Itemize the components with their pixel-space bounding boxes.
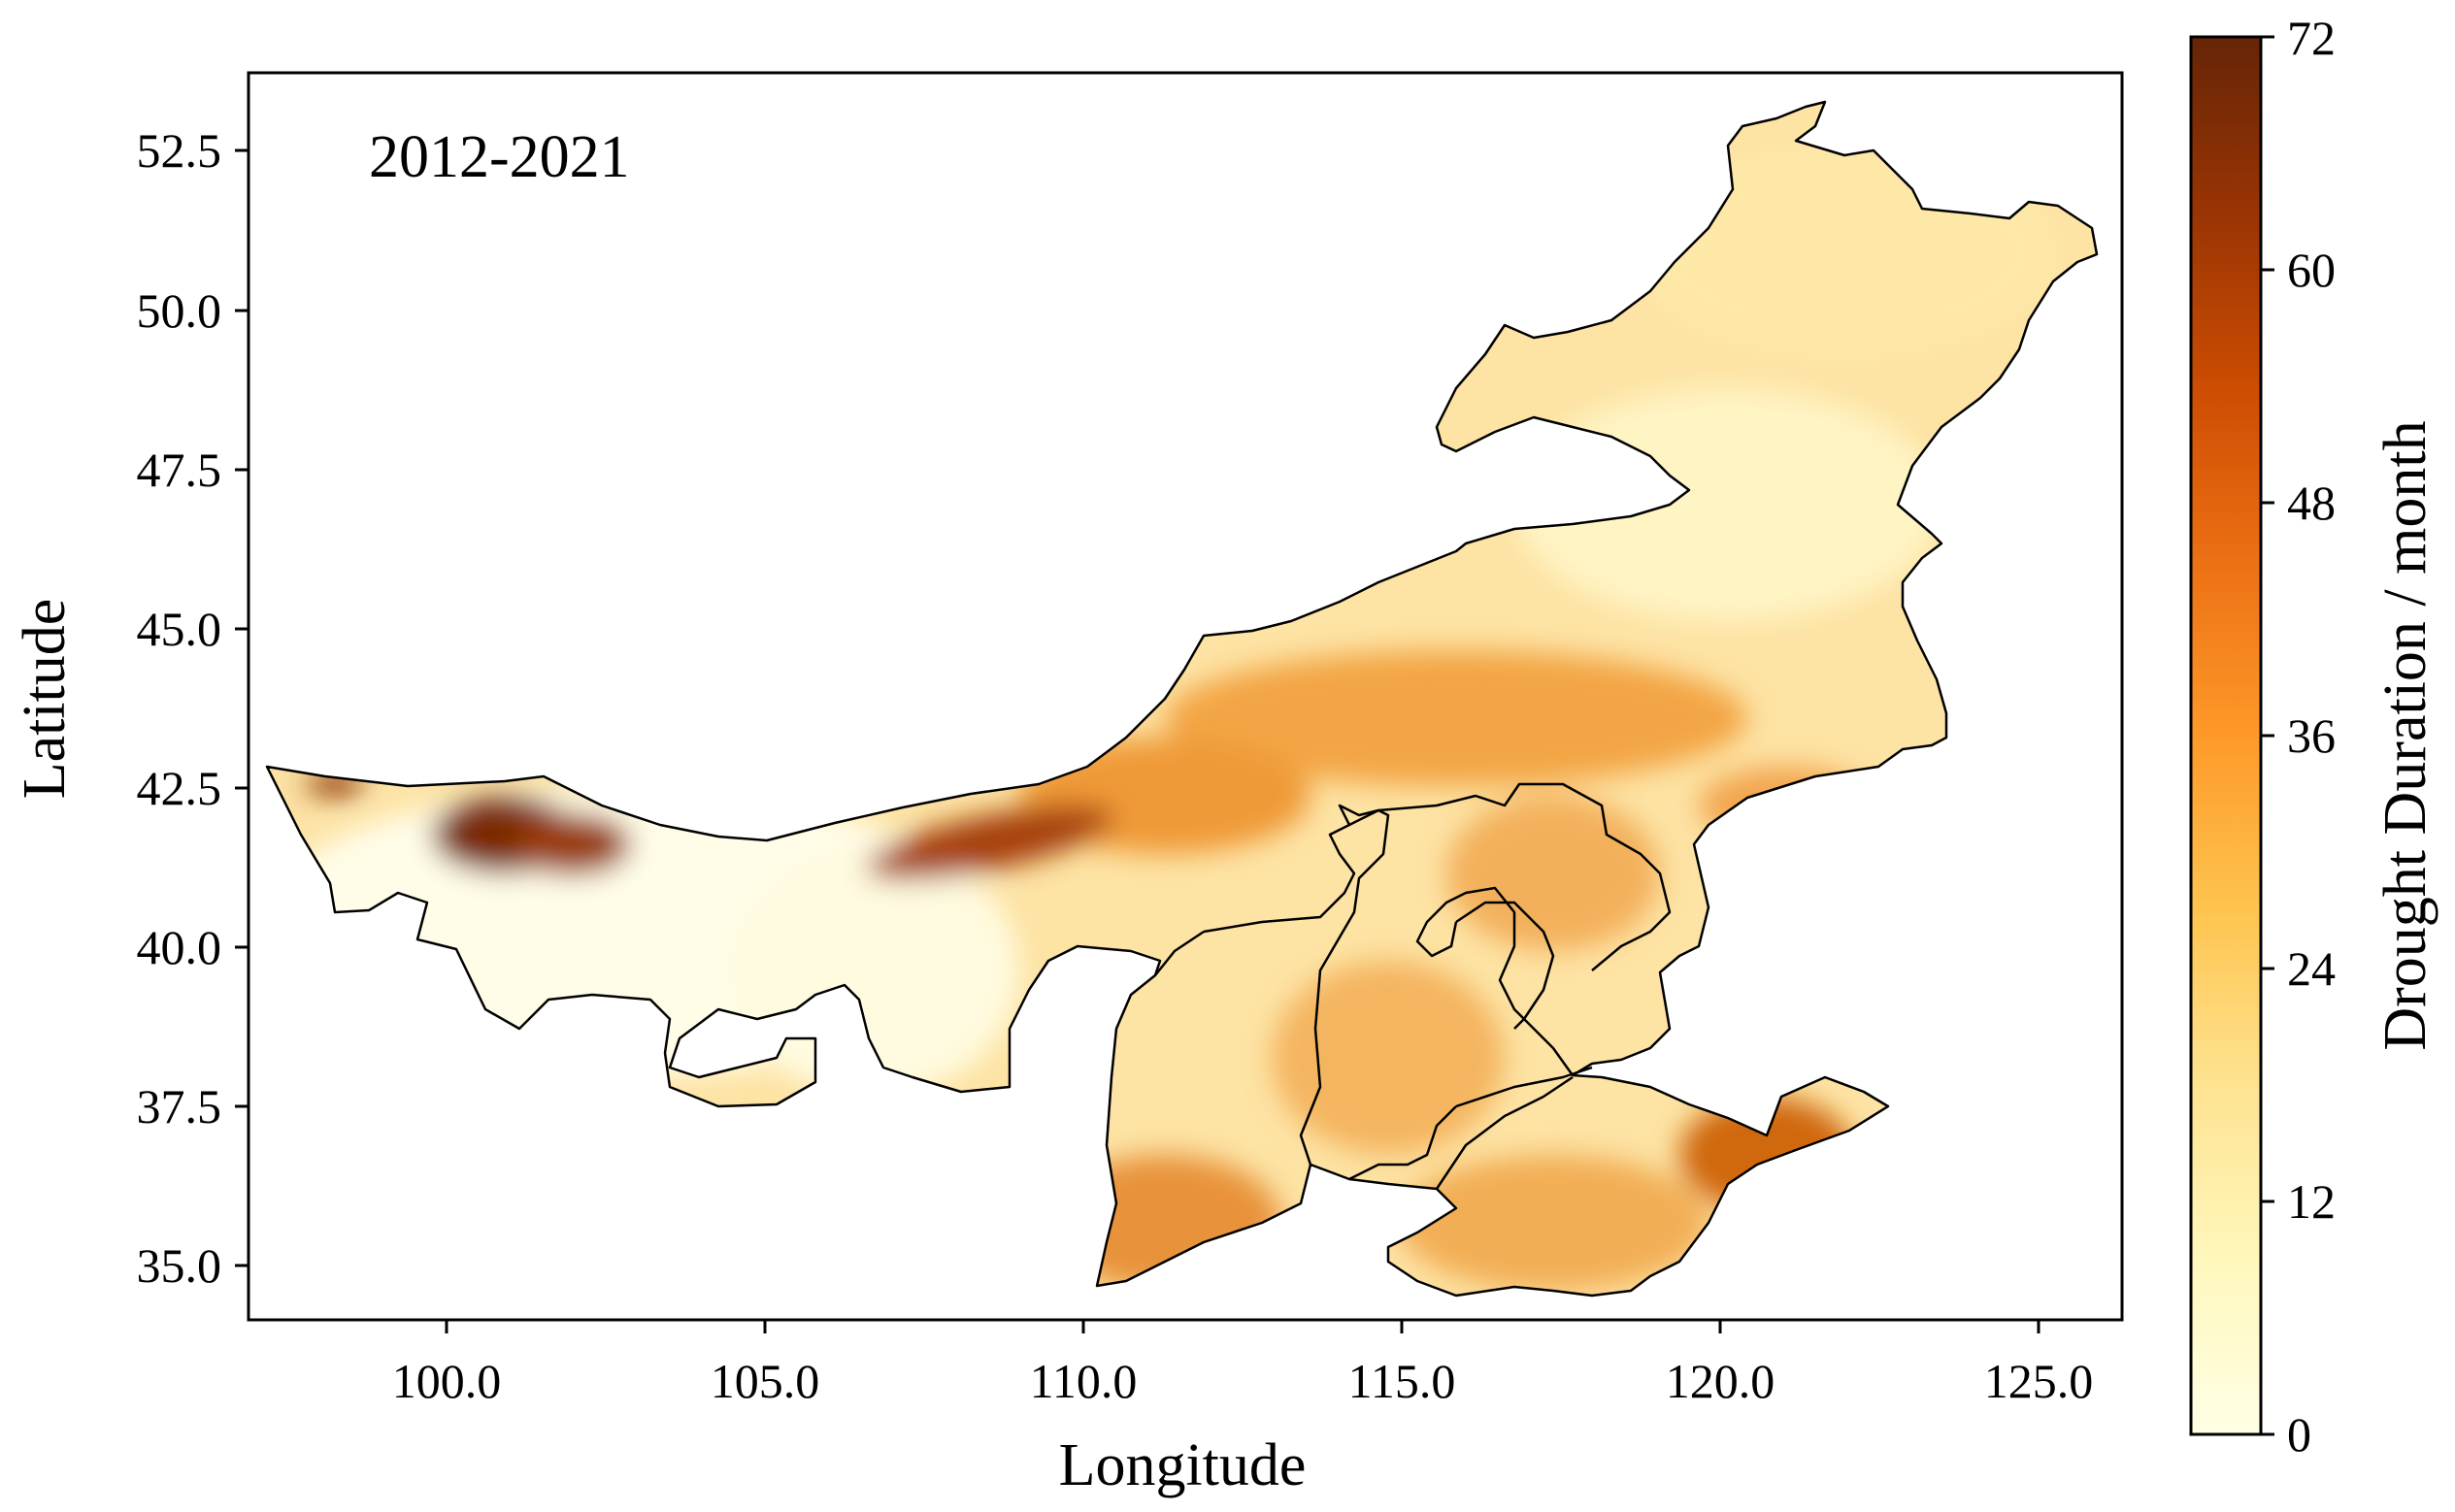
x-tick-label: 105.0 — [711, 1354, 820, 1408]
x-tick-label: 110.0 — [1030, 1354, 1138, 1408]
province-border-shanxi-hebei — [1348, 782, 1672, 971]
province-border-shaanxi-east — [1154, 930, 1205, 976]
x-axis: 100.0 105.0 110.0 115.0 120.0 125.0 — [392, 1320, 2094, 1408]
y-tick-label: 42.5 — [137, 761, 222, 815]
x-tick-label: 125.0 — [1984, 1354, 2094, 1408]
central-band-dark-area — [1165, 650, 1747, 786]
x-tick-label: 120.0 — [1666, 1354, 1775, 1408]
x-axis-label: Longitude — [1059, 1432, 1307, 1498]
colorbar-tick-label: 36 — [2287, 708, 2336, 763]
province-outlines — [265, 100, 2099, 1298]
y-tick-label: 45.0 — [137, 602, 222, 656]
province-border-hebei-interior — [1415, 886, 1575, 1076]
colorbar-gradient — [2189, 35, 2263, 1436]
colorbar-tick-label: 0 — [2287, 1407, 2311, 1462]
province-border-beijing-tianjin — [1455, 901, 1555, 1030]
x-tick-label: 115.0 — [1348, 1354, 1456, 1408]
colorbar-tick-label: 72 — [2287, 11, 2336, 65]
northern-region-outline — [265, 100, 2099, 1298]
x-tick-label: 100.0 — [392, 1354, 502, 1408]
hebei-medium-area — [1446, 796, 1660, 951]
province-border-shaanxi-shanxi — [1203, 804, 1390, 1166]
shanxi-medium-area — [1272, 961, 1505, 1155]
colorbar-tick-label: 60 — [2287, 243, 2336, 297]
northwest-hotspot-b — [514, 813, 631, 875]
period-label: 2012-2021 — [369, 124, 630, 190]
y-tick-label: 52.5 — [137, 123, 222, 178]
plot-frame-border — [247, 71, 2124, 1322]
y-tick-label: 40.0 — [137, 920, 222, 974]
colorbar-tick-label: 24 — [2287, 941, 2336, 996]
province-border-hebei-shandong — [1455, 1066, 1593, 1108]
colorbar-tick-label: 12 — [2287, 1174, 2336, 1229]
y-axis-label: Latitude — [12, 599, 78, 800]
hetao-dark-streak — [866, 805, 1114, 880]
province-border-henan-north — [1435, 1075, 1574, 1190]
y-tick-label: 35.0 — [137, 1238, 222, 1293]
y-axis: 52.5 50.0 47.5 45.0 42.5 40.0 37.5 35.0 — [137, 123, 249, 1293]
province-border-henan-shandong — [1348, 1105, 1457, 1181]
y-tick-label: 37.5 — [137, 1079, 222, 1134]
colorbar-title: Drought Duration / month — [2372, 420, 2438, 1050]
colorbar-tick-label: 48 — [2287, 476, 2336, 530]
y-tick-label: 50.0 — [137, 283, 222, 338]
shandong-south-area — [1398, 1155, 1709, 1291]
colorbar: 0 12 24 36 48 60 72 Drought Duration / m… — [2189, 11, 2438, 1462]
y-tick-label: 47.5 — [137, 443, 222, 497]
